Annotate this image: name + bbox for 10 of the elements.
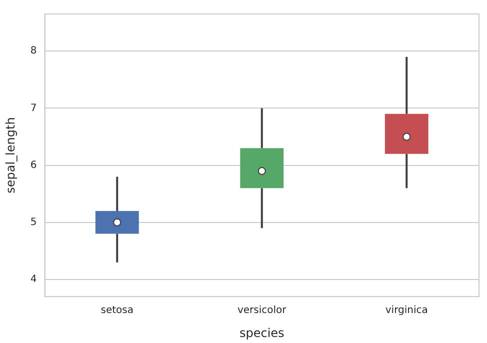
x-tick-label: virginica (385, 305, 428, 316)
y-axis-title: sepal_length (3, 117, 18, 194)
x-tick-label: versicolor (237, 305, 288, 316)
y-tick-label: 6 (30, 160, 37, 171)
x-tick-label: setosa (100, 305, 134, 316)
x-axis-title: species (239, 326, 284, 340)
y-tick-label: 7 (30, 102, 37, 114)
y-tick-label: 5 (30, 216, 37, 228)
y-tick-label: 4 (30, 274, 37, 286)
y-tick-label: 8 (30, 46, 37, 57)
